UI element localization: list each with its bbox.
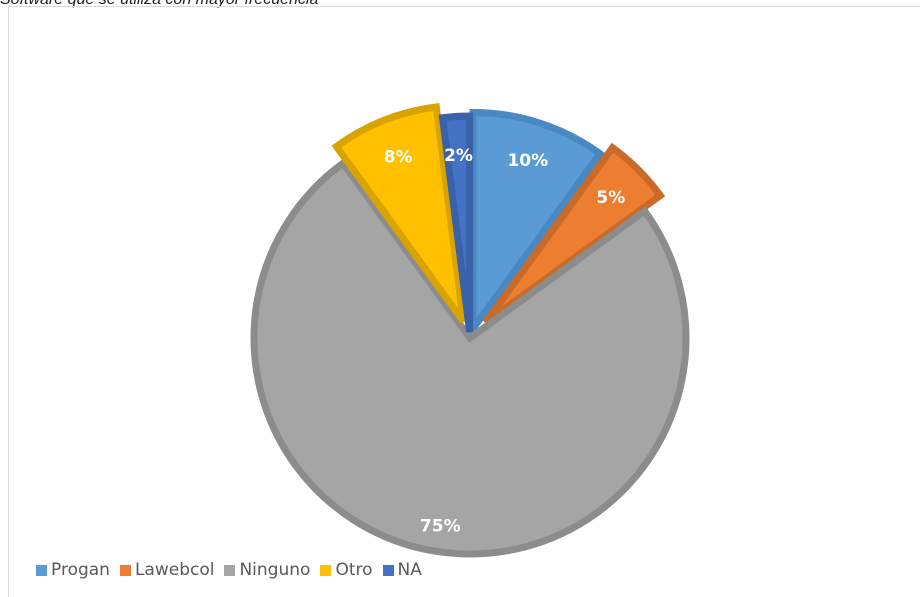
legend-swatch — [382, 564, 394, 576]
data-label-progan: 10% — [507, 151, 548, 171]
legend-item-ninguno: Ninguno — [224, 560, 310, 580]
legend-label: Otro — [335, 560, 373, 580]
legend-item-lawebcol: Lawebcol — [119, 560, 215, 580]
data-label-otro: 8% — [384, 148, 413, 168]
pie-slice-otro — [331, 103, 467, 324]
pie-slice-ninguno — [250, 158, 690, 558]
legend-swatch — [320, 564, 332, 576]
pie-slice-lawebcol — [482, 142, 666, 326]
legend-swatch — [224, 564, 236, 576]
pie-slices — [250, 103, 690, 558]
legend-item-progan: Progan — [36, 560, 110, 580]
legend-swatch — [119, 564, 131, 576]
data-label-ninguno: 75% — [420, 517, 461, 537]
legend-label: Lawebcol — [134, 560, 215, 580]
chart-frame — [8, 6, 920, 597]
pie-slice-progan — [469, 108, 605, 340]
chart-caption: Software que se utiliza con mayor frecue… — [0, 0, 318, 9]
legend-label: NA — [397, 560, 422, 580]
data-label-na: 2% — [444, 146, 473, 166]
pie-data-labels: 10% 5% 75% 8% 2% — [384, 146, 626, 536]
legend-label: Ninguno — [239, 560, 311, 580]
legend-label: Progan — [51, 560, 110, 580]
legend-item-otro: Otro — [320, 560, 373, 580]
legend-swatch — [36, 564, 47, 576]
pie-slice-na — [438, 112, 474, 333]
data-label-lawebcol: 5% — [596, 188, 625, 208]
chart-legend: Progan Lawebcol Ninguno Otro NA — [36, 558, 422, 582]
legend-item-na: NA — [382, 560, 422, 580]
